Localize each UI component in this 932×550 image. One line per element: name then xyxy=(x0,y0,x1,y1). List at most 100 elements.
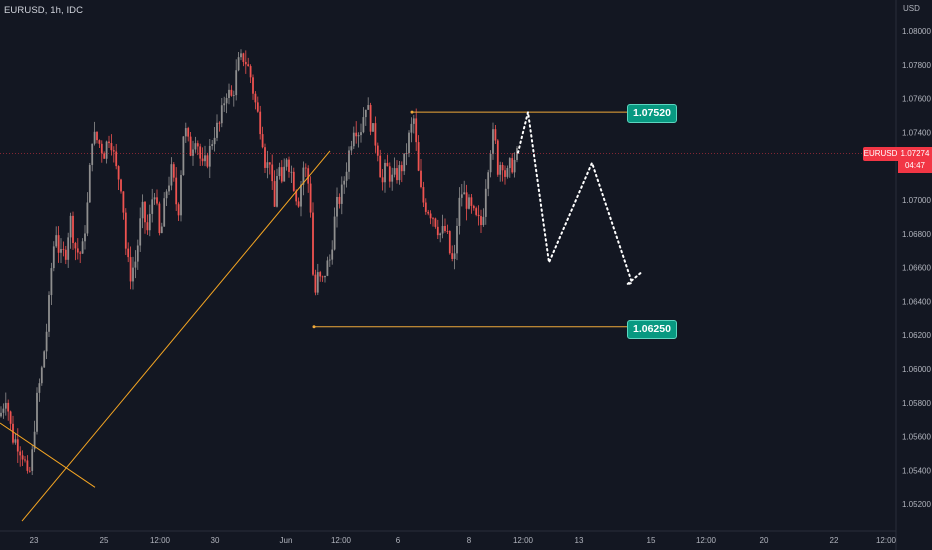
time-tick-label: 15 xyxy=(647,536,656,545)
candle-down xyxy=(124,212,127,249)
candle-up xyxy=(69,215,72,238)
candle-down xyxy=(477,214,480,217)
candle-up xyxy=(283,166,286,182)
time-tick-label: 22 xyxy=(830,536,839,545)
price-tick-label: 1.05400 xyxy=(902,466,931,475)
candle-up xyxy=(285,159,288,167)
candle-down xyxy=(117,166,120,180)
candle-up xyxy=(67,237,70,260)
level-anchor[interactable] xyxy=(312,325,316,329)
candle-up xyxy=(278,167,281,177)
candle-down xyxy=(122,191,125,213)
candle-up xyxy=(391,174,394,182)
price-tick-label: 1.07800 xyxy=(902,61,931,70)
candle-up xyxy=(4,402,7,409)
candle-down xyxy=(129,257,132,282)
candle-up xyxy=(240,53,242,58)
candle-up xyxy=(482,216,485,226)
candle-up xyxy=(134,261,137,268)
candle-down xyxy=(72,215,74,243)
candle-down xyxy=(475,208,478,215)
candle-down xyxy=(448,231,451,254)
candle-up xyxy=(343,180,346,185)
upper-level-tag[interactable]: 1.07520 xyxy=(627,104,677,123)
candle-down xyxy=(103,153,106,159)
candle-down xyxy=(57,235,60,253)
lower-level-tag[interactable]: 1.06250 xyxy=(627,320,677,339)
candle-up xyxy=(316,272,319,293)
candle-up xyxy=(441,226,444,234)
candle-up xyxy=(300,184,302,207)
candle-up xyxy=(33,431,36,450)
price-tick-label: 1.06600 xyxy=(902,264,931,273)
candle-down xyxy=(146,222,149,231)
candle-up xyxy=(55,235,58,247)
candle-down xyxy=(172,164,175,178)
candle-up xyxy=(60,249,62,253)
candle-down xyxy=(242,53,245,62)
candle-up xyxy=(408,132,410,154)
candle-up xyxy=(372,123,374,132)
candle-up xyxy=(136,245,139,262)
candle-down xyxy=(249,66,252,78)
candle-up xyxy=(456,225,458,254)
price-tick-label: 1.06000 xyxy=(902,365,931,374)
candle-up xyxy=(204,155,206,162)
candle-down xyxy=(9,411,12,424)
candle-down xyxy=(120,179,122,192)
candle-up xyxy=(170,164,173,186)
candle-up xyxy=(153,197,156,200)
candle-down xyxy=(470,197,473,206)
candle-up xyxy=(168,185,170,192)
price-tick-label: 1.05600 xyxy=(902,433,931,442)
candle-down xyxy=(420,170,422,188)
candles-layer xyxy=(0,49,518,476)
candle-down xyxy=(396,168,398,181)
candle-down xyxy=(307,168,310,184)
candle-down xyxy=(196,143,199,147)
projection-path[interactable] xyxy=(517,111,642,286)
candle-up xyxy=(38,383,41,393)
candle-down xyxy=(256,102,259,112)
candle-up xyxy=(513,159,516,173)
candle-down xyxy=(244,61,247,65)
trendline[interactable] xyxy=(21,150,331,522)
trendline[interactable] xyxy=(0,422,96,488)
candle-up xyxy=(235,70,238,96)
candle-up xyxy=(492,129,494,154)
candle-down xyxy=(96,131,98,141)
time-tick-label: 12:00 xyxy=(331,536,352,545)
candle-up xyxy=(350,146,353,151)
candle-down xyxy=(417,142,420,171)
candle-up xyxy=(357,135,360,137)
candle-down xyxy=(511,158,514,173)
price-axis[interactable]: 1.08000 1.07800 1.07600 1.07400 1.07000 1.068… xyxy=(902,27,931,509)
candle-up xyxy=(81,241,84,254)
candle-down xyxy=(297,201,300,207)
candle-up xyxy=(105,141,108,159)
candle-down xyxy=(386,162,389,167)
candle-up xyxy=(364,109,367,118)
candle-down xyxy=(74,242,77,249)
candle-up xyxy=(86,202,89,234)
candle-down xyxy=(144,201,146,223)
level-anchor[interactable] xyxy=(410,110,414,114)
candle-up xyxy=(220,105,223,124)
candle-down xyxy=(280,167,283,182)
time-axis[interactable]: 23 25 12:00 30 Jun 12:00 6 8 12:00 13 15 12:00 20 22 1… xyxy=(30,536,897,545)
candle-up xyxy=(132,267,134,282)
candle-up xyxy=(148,213,151,231)
symbol-title[interactable]: EURUSD, 1h, IDC xyxy=(4,5,84,16)
candle-up xyxy=(192,149,194,156)
candle-up xyxy=(225,97,228,104)
candle-down xyxy=(110,143,113,151)
candle-down xyxy=(436,226,439,236)
time-tick-label: 23 xyxy=(30,536,39,545)
candle-up xyxy=(194,143,197,150)
price-tick-label: 1.07600 xyxy=(902,95,931,104)
candle-down xyxy=(177,204,180,216)
candle-up xyxy=(141,201,144,219)
candle-down xyxy=(64,249,67,260)
candle-down xyxy=(218,122,221,124)
